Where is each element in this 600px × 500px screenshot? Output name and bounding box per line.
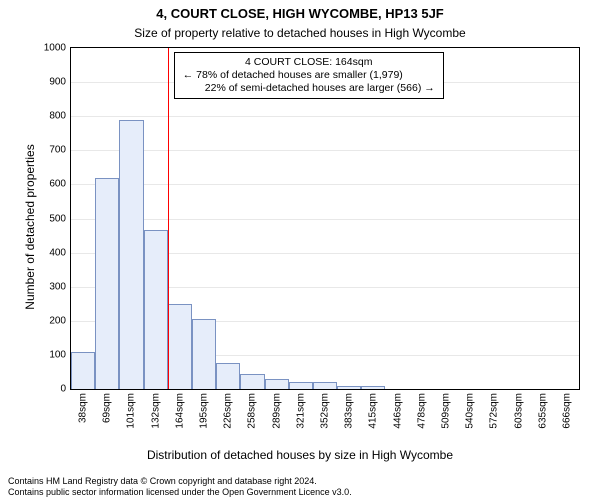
histogram-bar [313,382,337,389]
y-tick-label: 0 [60,384,66,395]
histogram-bar [265,379,289,389]
histogram-bar [192,319,216,389]
x-tick-label: 540sqm [465,393,476,429]
x-axis-label: Distribution of detached houses by size … [0,448,600,462]
chart-title: 4, COURT CLOSE, HIGH WYCOMBE, HP13 5JF [0,6,600,21]
y-tick-label: 200 [49,315,66,326]
plot-area: 0100200300400500600700800900100038sqm69s… [70,47,580,390]
histogram-bar [95,178,119,389]
annotation-line: ← 78% of detached houses are smaller (1,… [183,69,435,82]
histogram-bar [361,386,385,389]
x-tick-label: 101sqm [126,393,137,429]
x-tick-label: 415sqm [368,393,379,429]
annotation-line: 22% of semi-detached houses are larger (… [183,82,435,95]
x-tick-label: 258sqm [247,393,258,429]
x-tick-label: 572sqm [489,393,500,429]
chart-subtitle: Size of property relative to detached ho… [0,26,600,40]
x-tick-label: 132sqm [150,393,161,429]
y-tick-label: 100 [49,349,66,360]
histogram-bar [168,304,192,389]
footer-attribution: Contains HM Land Registry data © Crown c… [8,476,352,498]
gridline [71,219,579,220]
x-tick-label: 289sqm [271,393,282,429]
y-tick-label: 900 [49,77,66,88]
histogram-bar [144,230,168,389]
gridline [71,184,579,185]
x-tick-label: 446sqm [392,393,403,429]
x-tick-label: 38sqm [78,393,89,423]
y-tick-label: 600 [49,179,66,190]
x-tick-label: 478sqm [416,393,427,429]
x-tick-label: 195sqm [199,393,210,429]
x-tick-label: 383sqm [344,393,355,429]
footer-line-2: Contains public sector information licen… [8,487,352,498]
y-tick-label: 800 [49,111,66,122]
gridline [71,116,579,117]
x-tick-label: 666sqm [561,393,572,429]
histogram-bar [240,374,264,389]
reference-line [168,48,169,389]
x-tick-label: 69sqm [102,393,113,423]
chart-container: { "title": "4, COURT CLOSE, HIGH WYCOMBE… [0,0,600,500]
histogram-bar [71,352,95,390]
x-tick-label: 509sqm [440,393,451,429]
x-tick-label: 226sqm [223,393,234,429]
x-tick-label: 635sqm [537,393,548,429]
x-tick-label: 321sqm [295,393,306,429]
annotation-line: 4 COURT CLOSE: 164sqm [183,56,435,69]
histogram-bar [289,382,313,389]
histogram-bar [337,386,361,389]
histogram-bar [119,120,143,389]
x-tick-label: 603sqm [513,393,524,429]
y-tick-label: 700 [49,145,66,156]
annotation-box: 4 COURT CLOSE: 164sqm← 78% of detached h… [174,52,444,99]
y-tick-label: 1000 [44,43,66,54]
x-tick-label: 164sqm [174,393,185,429]
x-tick-label: 352sqm [320,393,331,429]
histogram-bar [216,363,240,389]
y-axis-label: Number of detached properties [23,77,37,377]
y-tick-label: 300 [49,281,66,292]
y-tick-label: 400 [49,247,66,258]
y-tick-label: 500 [49,213,66,224]
footer-line-1: Contains HM Land Registry data © Crown c… [8,476,352,487]
gridline [71,150,579,151]
